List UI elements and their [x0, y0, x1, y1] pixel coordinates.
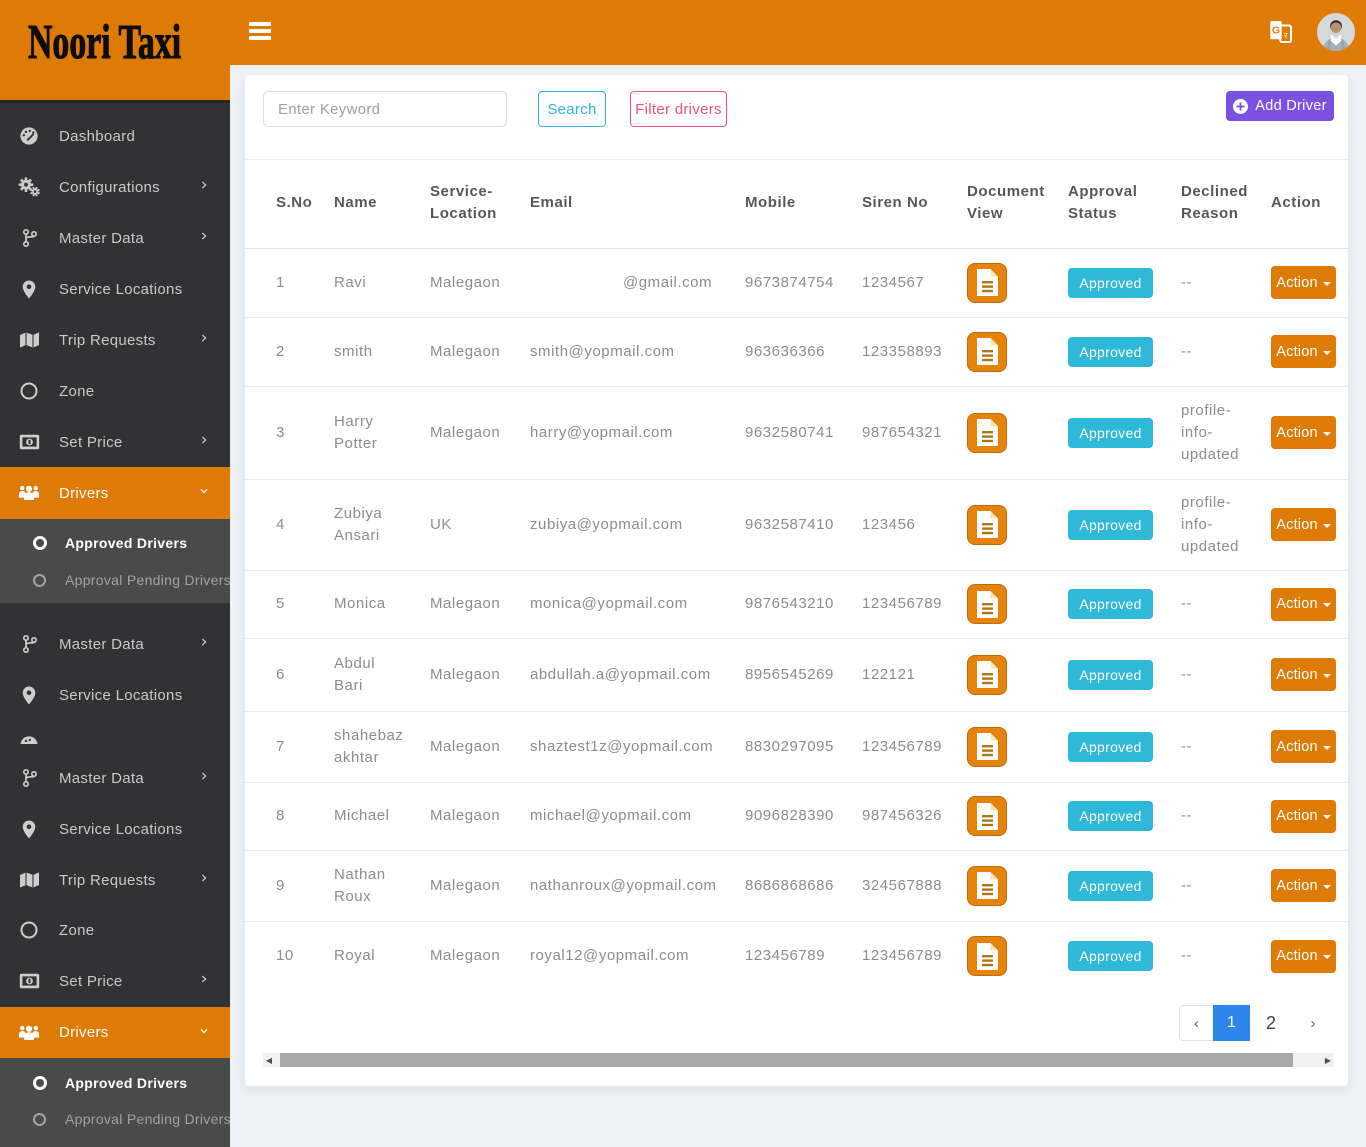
- svg-text:G: G: [1272, 24, 1280, 36]
- svg-text:र: र: [1284, 31, 1288, 41]
